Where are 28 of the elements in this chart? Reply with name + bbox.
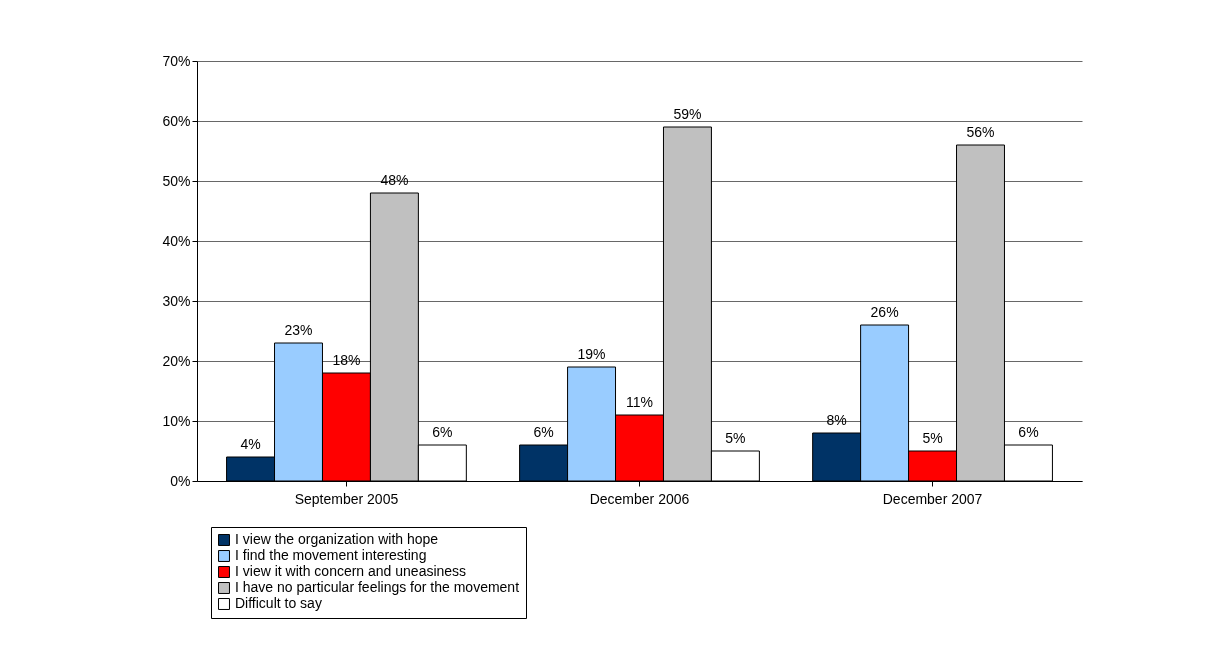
x-tick-label: December 2006	[589, 490, 690, 507]
data-label: 56%	[966, 124, 995, 140]
data-label: 5%	[922, 430, 943, 446]
data-label: 11%	[626, 394, 653, 410]
legend-label: I view the organization with hope	[235, 531, 439, 547]
y-tick-label: 40%	[162, 232, 191, 249]
data-label: 26%	[870, 304, 899, 320]
data-label: 6%	[432, 424, 453, 440]
legend-label: I have no particular feelings for the movement	[235, 579, 520, 595]
y-tick-label: 20%	[162, 352, 191, 369]
data-label: 6%	[533, 424, 554, 440]
legend-label: I find the movement interesting	[235, 547, 427, 563]
data-label: 5%	[725, 430, 746, 446]
y-tick-label: 70%	[162, 52, 191, 69]
data-label: 59%	[673, 106, 702, 122]
data-label: 6%	[1018, 424, 1039, 440]
legend-label: I view it with concern and uneasiness	[235, 563, 467, 579]
y-tick-label: 10%	[162, 412, 191, 429]
y-tick-label: 60%	[162, 112, 191, 129]
x-tick-label: September 2005	[294, 490, 399, 507]
y-tick-label: 30%	[162, 292, 191, 309]
legend-label: Difficult to say	[235, 595, 322, 611]
y-tick-label: 50%	[162, 172, 191, 189]
data-label: 23%	[284, 322, 313, 338]
data-label: 19%	[577, 346, 606, 362]
x-tick-label: December 2007	[882, 490, 983, 507]
data-label: 4%	[240, 436, 261, 452]
y-tick-label: 0%	[170, 472, 191, 489]
